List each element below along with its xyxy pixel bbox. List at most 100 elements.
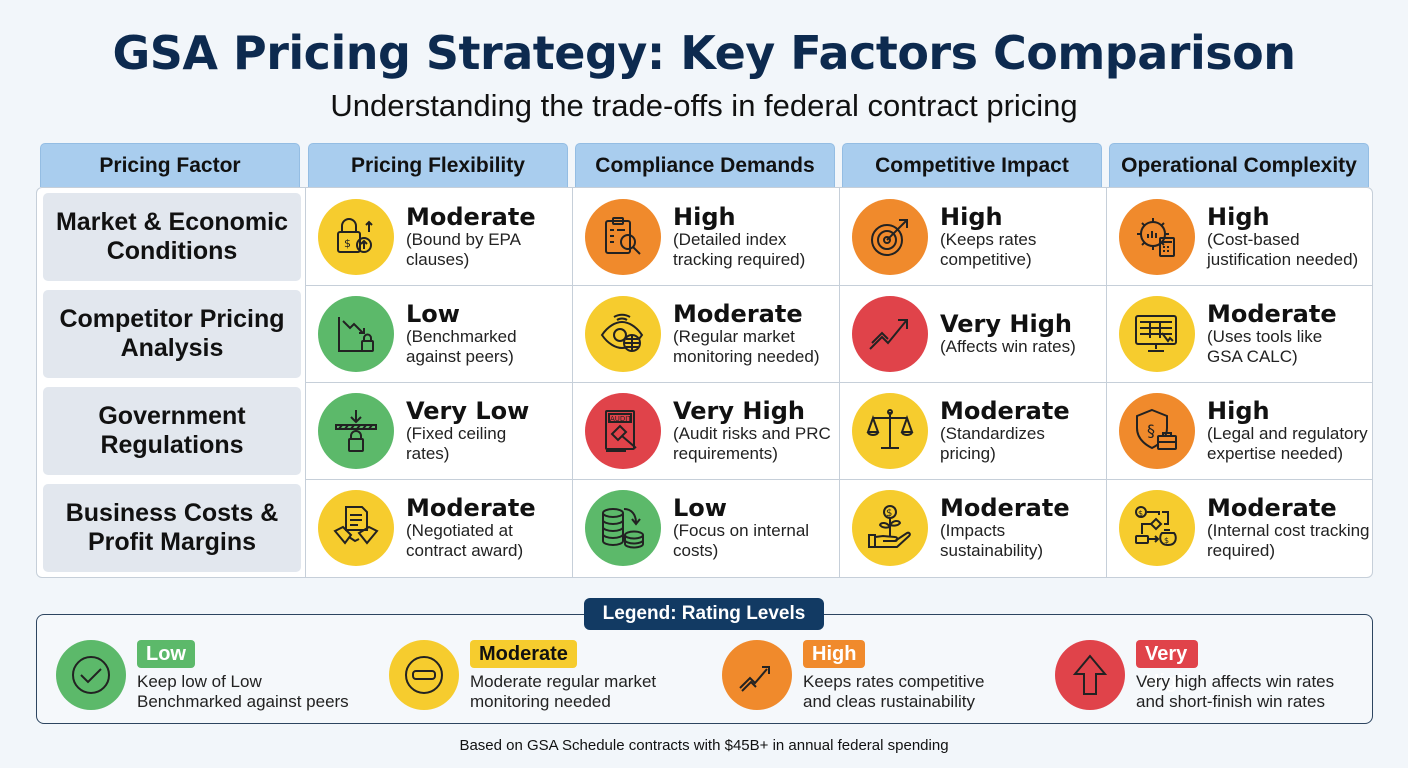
page-title: GSA Pricing Strategy: Key Factors Compar… [112,26,1296,80]
rating-label: Moderate [406,493,536,522]
rating-label: High [673,202,736,231]
rating-label: Moderate [1207,299,1337,328]
rating-description: (Cost-based justification needed) [1207,229,1359,269]
svg-text:AUDIT: AUDIT [610,415,632,423]
rating-description: (Audit risks and PRC requirements) [673,423,831,463]
table-cell: $ $ Moderate (Internal cost tracking requi… [1107,479,1373,576]
monitor-spreadsheet-icon [1119,295,1195,372]
rating-description: (Uses tools like GSA CALC) [1207,326,1323,366]
factor-competitor-pricing: Competitor Pricing Analysis [43,290,301,378]
minus-icon [389,640,459,710]
legend-description-line: Keep low of Low [137,672,262,691]
flowchart-money-icon: $ $ [1119,489,1195,566]
column-header-operational-complexity: Operational Complexity [1109,143,1369,187]
table-cell: Moderate (Uses tools like GSA CALC) [1107,285,1373,382]
legend-description-line: Benchmarked against peers [137,692,349,711]
rating-label: Moderate [673,299,803,328]
rating-description: (Standardizes pricing) [940,423,1045,463]
legend-description-line: Moderate regular market [470,672,657,691]
trend-up-icon [722,640,792,710]
legend-description-line: Very high affects win rates [1136,672,1335,691]
rating-label: Very Low [406,396,530,425]
legend-description: Keeps rates competitive and cleas rustain… [803,672,984,712]
table-cell: Very Low (Fixed ceiling rates) [306,382,572,479]
legend-title: Legend: Rating Levels [584,598,824,630]
rating-description: (Affects win rates) [940,336,1076,356]
table-cell: Moderate (Regular market monitoring neede… [573,285,839,382]
rating-description: (Detailed index tracking required) [673,229,806,269]
factor-market-economic: Market & Economic Conditions [43,193,301,281]
target-arrow-icon [852,198,928,275]
rating-label: High [940,202,1003,231]
factor-government-regulations: Government Regulations [43,387,301,475]
table-cell: $ Moderate (Impacts sustainability) [840,479,1106,576]
row-divider [305,479,1373,480]
rating-label: High [1207,202,1270,231]
rating-description: (Legal and regulatory expertise needed) [1207,423,1368,463]
hand-plant-dollar-icon: $ [852,489,928,566]
rating-label: Very High [673,396,805,425]
balance-scale-icon [852,392,928,469]
row-divider [305,285,1373,286]
svg-text:$: $ [344,237,351,250]
rating-label: Moderate [1207,493,1337,522]
table-cell: AUDIT Very High (Audit risks and PRC requ… [573,382,839,479]
svg-text:$: $ [1164,536,1169,545]
legend-description: Very high affects win rates and short-fin… [1136,672,1334,712]
rating-description: (Negotiated at contract award) [406,520,524,560]
comparison-table: Market & Economic Conditions Competitor … [36,187,1373,578]
table-cell: High (Keeps rates competitive) [840,188,1106,285]
row-divider [305,382,1373,383]
clipboard-search-icon [585,198,661,275]
rating-label: High [1207,396,1270,425]
eye-globe-icon [585,295,661,372]
rating-label: Moderate [940,396,1070,425]
rating-description: (Internal cost tracking required) [1207,520,1370,560]
column-header-pricing-factor: Pricing Factor [40,143,300,187]
lock-dollar-up-icon: $ [318,198,394,275]
rating-description: (Bound by EPA clauses) [406,229,521,269]
legend-badge: Very High [1136,640,1199,693]
ceiling-lock-icon [318,392,394,469]
legend-description-line: monitoring needed [470,692,611,711]
table-cell: Low (Focus on internal costs) [573,479,839,576]
rating-description: (Fixed ceiling rates) [406,423,507,463]
table-cell: § High (Legal and regulatory expertise ne… [1107,382,1373,479]
column-header-competitive-impact: Competitive Impact [842,143,1102,187]
table-cell: High (Cost-based justification needed) [1107,188,1373,285]
column-header-pricing-flexibility: Pricing Flexibility [308,143,568,187]
svg-text:$: $ [1138,509,1143,518]
legend-description-line: Keeps rates competitive [803,672,985,691]
legend-description: Keep low of Low Benchmarked against peers [137,672,349,712]
trend-up-arrow-icon [852,295,928,372]
legend-badge: Moderate [470,640,577,668]
rating-description: (Focus on internal costs) [673,520,810,560]
arrow-up-icon [1055,640,1125,710]
factor-business-costs: Business Costs & Profit Margins [43,484,301,572]
rating-description: (Regular market monitoring needed) [673,326,820,366]
document-handshake-icon [318,489,394,566]
legend-description-line: and short-finish win rates [1136,692,1325,711]
legend-description: Moderate regular market monitoring needed [470,672,656,712]
svg-text:$: $ [886,508,892,519]
rating-description: (Keeps rates competitive) [940,229,1037,269]
rating-description: (Benchmarked against peers) [406,326,517,366]
audit-gavel-icon: AUDIT [585,392,661,469]
rating-label: Moderate [940,493,1070,522]
legend-badge: Low [137,640,195,668]
chart-down-lock-icon [318,295,394,372]
rating-label: Moderate [406,202,536,231]
legend-badge: High [803,640,866,668]
checkmark-icon [56,640,126,710]
table-cell: Low (Benchmarked against peers) [306,285,572,382]
legend-description-line: and cleas rustainability [803,692,975,711]
column-header-compliance-demands: Compliance Demands [575,143,835,187]
gear-calculator-icon [1119,198,1195,275]
page-subtitle: Understanding the trade-offs in federal … [330,88,1078,123]
table-cell: Very High (Affects win rates) [840,285,1106,382]
svg-text:§: § [1147,421,1155,440]
legend-panel [36,614,1373,724]
table-cell: $ Moderate (Bound by EPA clauses) [306,188,572,285]
table-cell: High (Detailed index tracking required) [573,188,839,285]
rating-label: Low [406,299,460,328]
